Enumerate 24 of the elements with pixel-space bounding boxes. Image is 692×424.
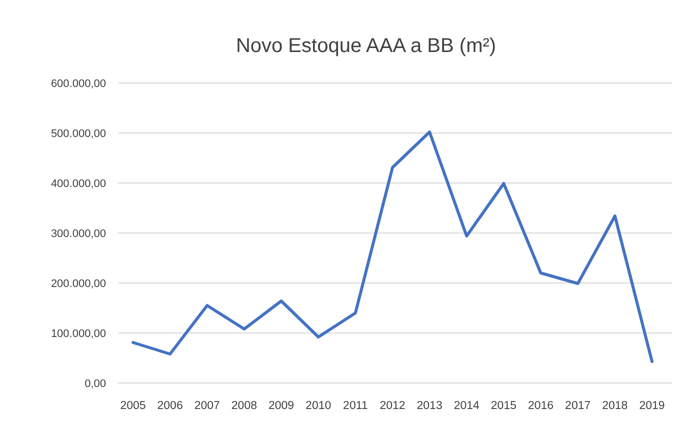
x-tick-label: 2014 <box>454 400 480 412</box>
line-series <box>132 130 654 363</box>
chart-title: Novo Estoque AAA a BB (m²) <box>236 35 496 57</box>
y-tick-label: 200.000,00 <box>50 278 106 290</box>
x-tick-label: 2006 <box>157 400 183 412</box>
x-tick-label: 2008 <box>231 400 258 412</box>
x-tick-label: 2015 <box>490 400 517 412</box>
x-tick-label: 2009 <box>268 400 294 412</box>
x-tick-label: 2017 <box>565 400 591 412</box>
y-tick-label: 600.000,00 <box>50 78 106 90</box>
y-tick-label: 0,00 <box>84 378 106 390</box>
x-tick-label: 2011 <box>343 400 368 412</box>
x-tick-label: 2018 <box>602 400 628 412</box>
x-tick-label: 2019 <box>639 400 665 412</box>
x-tick-label: 2012 <box>380 400 406 412</box>
x-tick-label: 2005 <box>120 400 146 412</box>
x-tick-label: 2016 <box>528 400 554 412</box>
y-tick-label: 300.000,00 <box>50 228 106 240</box>
x-tick-label: 2013 <box>416 400 442 412</box>
y-tick-label: 400.000,00 <box>50 178 106 190</box>
y-tick-label: 500.000,00 <box>50 128 106 140</box>
y-tick-label: 100.000,00 <box>50 328 106 340</box>
x-tick-label: 2007 <box>194 400 220 412</box>
x-tick-label: 2010 <box>306 400 332 412</box>
